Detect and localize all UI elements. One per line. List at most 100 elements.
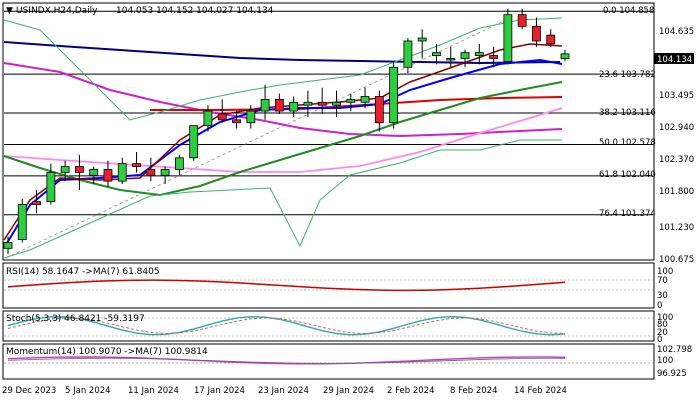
candle-body <box>146 169 156 176</box>
price-axis: 104.635 103.495 102.940 102.370 101.800 … <box>659 27 694 265</box>
candle <box>189 125 199 161</box>
candle-body <box>532 25 541 42</box>
rsi-axis-label: 100 <box>657 267 673 277</box>
time-axis-label: 8 Feb 2024 <box>450 386 498 396</box>
candle-body <box>289 101 299 112</box>
moving-average-line <box>150 96 563 111</box>
momentum-title: Momentum(14) 100.9070 ->MA(7) 100.9814 <box>6 347 208 357</box>
moving-average-line <box>3 62 563 138</box>
candle <box>460 49 470 68</box>
candle <box>46 163 56 205</box>
time-axis-label: 11 Jan 2024 <box>128 386 179 396</box>
candle-body <box>517 14 527 27</box>
candle-body <box>189 125 199 159</box>
ohlc-values: 104.053 104.152 104.027 104.134 <box>116 6 274 16</box>
rsi-title: RSI(14) 58.1647 ->MA(7) 61.8405 <box>6 267 160 277</box>
candle-body <box>389 66 399 124</box>
moving-average-line <box>3 107 563 173</box>
time-axis-label: 29 Jan 2024 <box>323 386 374 396</box>
momentum-panel-frame <box>2 343 655 380</box>
candle-body <box>217 113 227 121</box>
candle-body <box>174 157 184 170</box>
fib-level-label: 0.0 104.858 <box>603 6 654 16</box>
candle <box>3 236 13 255</box>
time-axis-label: 29 Dec 2023 <box>2 386 56 396</box>
candle-body <box>346 98 356 103</box>
time-axis: 29 Dec 2023 5 Jan 2024 11 Jan 2024 17 Ja… <box>2 386 567 396</box>
candle-body <box>260 98 270 112</box>
candle-body <box>46 171 56 202</box>
rsi-axis-label: 30 <box>657 291 668 301</box>
candle-body <box>503 14 513 62</box>
stoch-axis-label: 80 <box>657 320 668 330</box>
candle-body <box>246 110 256 124</box>
candle-body <box>317 101 327 106</box>
price-axis-label: 102.940 <box>659 123 694 133</box>
candle <box>60 160 70 182</box>
stoch-title: Stoch(5,3,3) 46.8421 -59.3197 <box>6 314 145 324</box>
time-axis-label: 14 Feb 2024 <box>514 386 567 396</box>
candle <box>403 38 413 74</box>
candle-body <box>303 101 313 106</box>
candle <box>532 17 541 47</box>
fib-level-label: 38.2 103.116 <box>599 108 656 118</box>
stoch-axis-label: 0 <box>657 335 662 345</box>
candle <box>246 105 256 129</box>
time-axis-label: 2 Feb 2024 <box>387 386 435 396</box>
candle <box>75 154 84 190</box>
candle-body <box>360 96 370 103</box>
bollinger-upper-band <box>3 17 563 121</box>
moving-average-line <box>3 43 563 241</box>
price-axis-label: 100.675 <box>659 255 694 265</box>
candle-body <box>460 52 470 59</box>
moving-average-line <box>3 41 561 65</box>
candle <box>503 8 513 65</box>
price-axis-label: 103.495 <box>659 91 694 101</box>
candle <box>89 166 99 185</box>
candle-body <box>446 58 456 61</box>
candle <box>274 93 284 114</box>
candle <box>203 105 213 132</box>
candle <box>389 61 399 129</box>
symbol-dropdown-icon[interactable]: ▼ <box>6 6 13 16</box>
candle <box>174 154 184 176</box>
candle-body <box>374 96 384 124</box>
candle-body <box>132 163 141 167</box>
momentum-axis-label: 102.798 <box>657 345 692 355</box>
momentum-line <box>7 356 566 365</box>
time-axis-label: 5 Jan 2024 <box>65 386 111 396</box>
candle <box>289 96 299 117</box>
candle-body <box>474 52 484 56</box>
stoch-axis-label: 20 <box>657 328 668 338</box>
moving-average-line <box>3 58 563 249</box>
candle <box>160 166 170 185</box>
candle-body <box>203 110 213 127</box>
candle-body <box>417 37 427 42</box>
candle <box>146 157 156 182</box>
price-axis-label: 102.370 <box>659 155 694 165</box>
candle-body <box>103 169 113 182</box>
candle <box>546 29 556 47</box>
price-panel-frame <box>2 2 655 261</box>
bollinger-lower-band <box>3 139 562 259</box>
price-axis-label: 101.800 <box>659 187 694 197</box>
candle-body <box>60 166 70 173</box>
candle-body <box>332 101 341 106</box>
candle-body <box>160 169 170 176</box>
current-price-badge <box>654 53 694 64</box>
candle <box>232 111 241 129</box>
candle <box>374 90 384 132</box>
candle-body <box>3 242 13 249</box>
fib-level-label: 50.0 102.578 <box>599 138 656 148</box>
candle <box>417 29 427 59</box>
candle-body <box>232 119 241 124</box>
candle <box>446 46 456 68</box>
candle-body <box>89 169 99 176</box>
candle-body <box>546 34 556 45</box>
stoch-signal-line <box>7 317 566 335</box>
price-axis-label: 101.230 <box>659 223 694 233</box>
candle <box>132 151 141 173</box>
rsi-axis-label: 0 <box>657 301 662 311</box>
